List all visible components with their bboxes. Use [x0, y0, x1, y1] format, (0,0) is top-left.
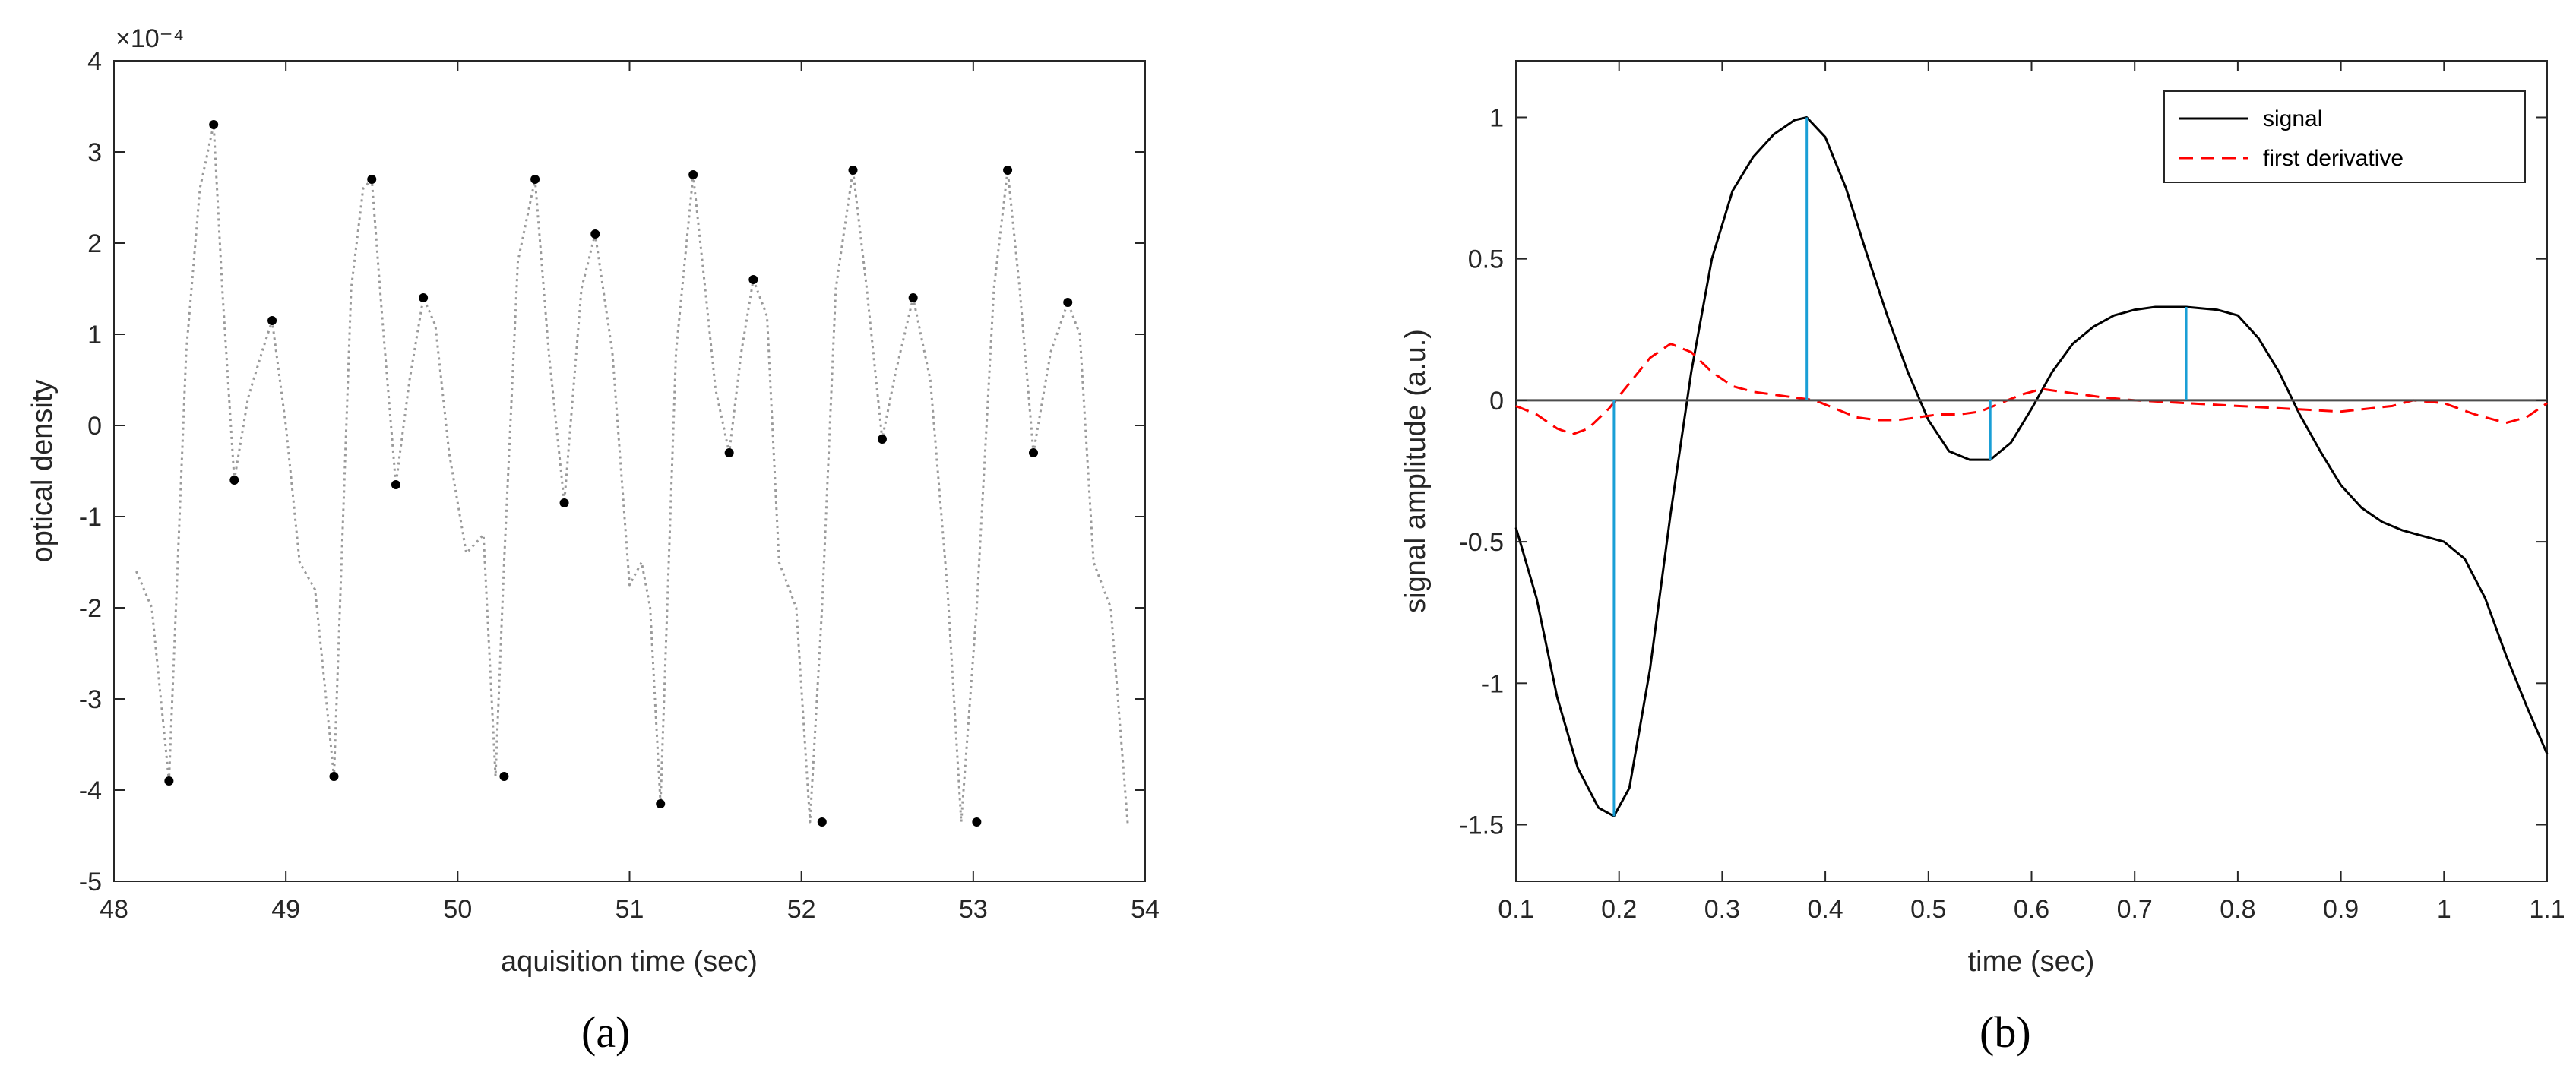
y-tick-label: 4 [87, 47, 102, 76]
x-tick-label: 0.9 [2323, 895, 2359, 924]
data-point [530, 175, 540, 184]
x-tick-label: 1 [2437, 895, 2451, 924]
y-tick-label: -1 [79, 503, 102, 532]
x-tick-label: 0.6 [2014, 895, 2049, 924]
x-tick-label: 48 [100, 895, 128, 924]
chart-b-plot-area [1514, 115, 2549, 817]
chart-a-y-ticks: -5 -4 -3 -2 -1 0 1 2 3 4 [79, 47, 1145, 896]
y-tick-label: 1 [1489, 103, 1504, 132]
x-tick-label: 49 [271, 895, 300, 924]
legend-label-signal: signal [2263, 106, 2322, 131]
legend-label-first-derivative: first derivative [2263, 146, 2404, 171]
x-tick-label: 50 [443, 895, 472, 924]
data-point [329, 772, 339, 781]
chart-a-plot-area [135, 120, 1129, 827]
y-tick-label: -2 [79, 594, 102, 623]
data-point [229, 476, 239, 485]
x-tick-label: 0.5 [1910, 895, 1946, 924]
y-tick-label: 3 [87, 138, 102, 167]
chart-b: 0.1 0.2 0.3 0.4 0.5 0.6 0.7 0.8 0.9 1 1.1 -1.5 -1 -0… [1400, 60, 2565, 1057]
data-point [908, 293, 918, 302]
x-tick-label: 51 [616, 895, 644, 924]
y-tick-label: 2 [87, 229, 102, 258]
data-point [419, 293, 429, 302]
chart-a-panel-label: (a) [581, 1007, 630, 1057]
data-point [1063, 298, 1073, 307]
chart-b-legend: signal first derivative [2163, 90, 2526, 183]
data-point [391, 480, 400, 489]
y-tick-label: 0 [1489, 387, 1504, 416]
chart-b-x-ticks: 0.1 0.2 0.3 0.4 0.5 0.6 0.7 0.8 0.9 1 1.1 [1498, 61, 2565, 924]
data-point [688, 170, 698, 179]
data-point [499, 772, 509, 781]
chart-b-x-axis-label: time (sec) [1968, 946, 2095, 978]
data-point [1003, 166, 1013, 175]
data-point [367, 175, 377, 184]
chart-b-y-axis-label: signal amplitude (a.u.) [1400, 329, 1432, 613]
signal-line [1514, 115, 2549, 817]
x-tick-label: 53 [959, 895, 988, 924]
y-tick-label: -4 [79, 776, 102, 805]
chart-b-frame [1515, 60, 2548, 882]
chart-a-exponent-label: ×10⁻⁴ [116, 24, 184, 53]
y-tick-label: 0 [87, 412, 102, 441]
x-tick-label: 0.8 [2220, 895, 2255, 924]
y-tick-label: 0.5 [1468, 245, 1504, 274]
data-point [877, 435, 887, 444]
x-tick-label: 52 [787, 895, 816, 924]
data-point [656, 799, 666, 808]
x-tick-label: 0.2 [1601, 895, 1637, 924]
data-point [848, 166, 858, 175]
data-point [972, 817, 982, 827]
data-point [724, 448, 734, 457]
chart-a: 48 49 50 51 52 53 54 -5 -4 -3 -2 -1 0 1 2 3 4 ×10⁻⁴ aqu… [27, 24, 1160, 1057]
y-tick-label: -3 [79, 685, 102, 714]
x-tick-label: 54 [1131, 895, 1160, 924]
x-tick-label: 0.4 [1807, 895, 1843, 924]
chart-a-y-axis-label: optical density [27, 380, 59, 563]
x-tick-label: 1.1 [2529, 895, 2565, 924]
x-tick-label: 0.3 [1704, 895, 1740, 924]
data-point [267, 316, 277, 325]
data-point [209, 120, 219, 129]
data-point [748, 275, 758, 284]
first-derivative-line [1515, 342, 2548, 436]
data-point [1028, 448, 1038, 457]
y-tick-label: -5 [79, 868, 102, 896]
legend-box [2163, 90, 2526, 183]
data-point [164, 776, 174, 786]
data-point [590, 229, 600, 239]
chart-a-frame [113, 60, 1146, 882]
y-tick-label: -1.5 [1459, 811, 1504, 840]
chart-b-y-ticks: -1.5 -1 -0.5 0 0.5 1 [1459, 103, 2547, 840]
data-point [559, 498, 569, 507]
y-tick-label: 1 [87, 321, 102, 349]
chart-a-x-axis-label: aquisition time (sec) [501, 946, 758, 978]
chart-a-x-ticks: 48 49 50 51 52 53 54 [100, 61, 1160, 924]
data-point [817, 817, 827, 827]
x-tick-label: 0.1 [1498, 895, 1533, 924]
y-tick-label: -1 [1481, 669, 1504, 698]
y-tick-label: -0.5 [1459, 528, 1504, 557]
x-tick-label: 0.7 [2117, 895, 2153, 924]
chart-b-panel-label: (b) [1979, 1007, 2031, 1057]
series-0-line [135, 123, 1129, 827]
